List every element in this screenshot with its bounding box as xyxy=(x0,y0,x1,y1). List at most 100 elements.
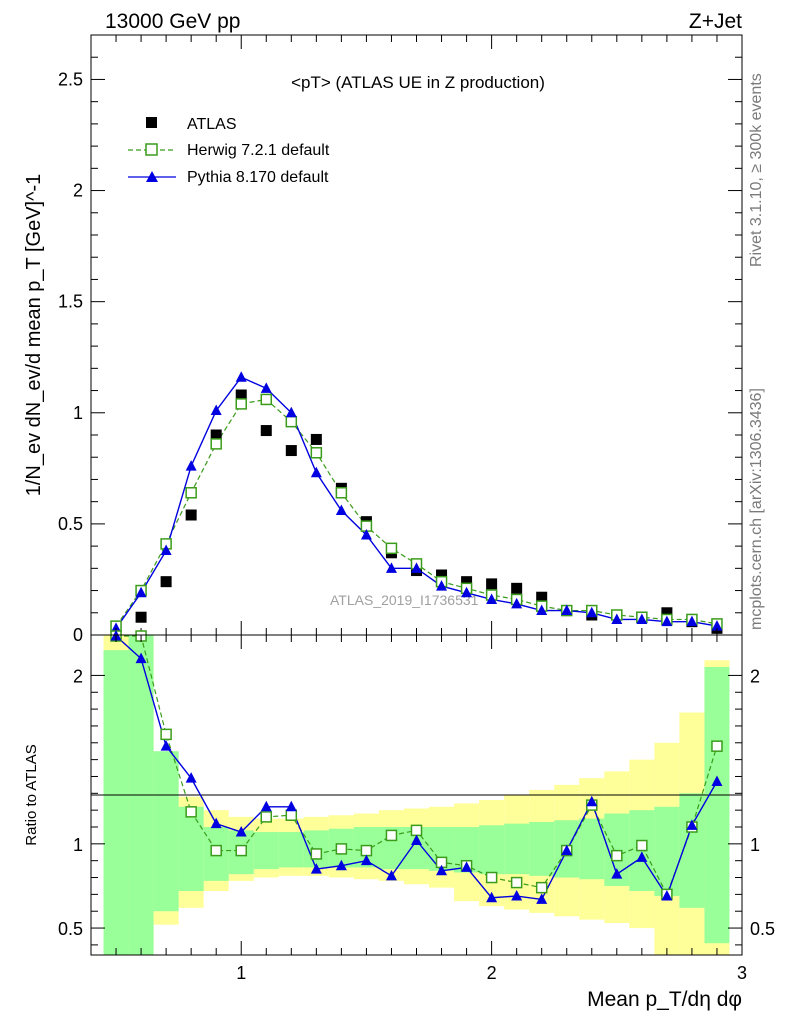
pythia-point xyxy=(185,460,197,471)
ratio-pythia-point xyxy=(586,795,598,807)
ratio-band-green xyxy=(529,821,555,876)
main-ylabel: 1/N_ev dN_ev/d mean p_T [GeV]^-1 xyxy=(23,174,45,497)
ratio-pythia-point xyxy=(235,826,247,837)
ratio-xtick-label: 3 xyxy=(737,963,747,983)
ratio-band-green xyxy=(704,667,730,944)
process-label: Z+Jet xyxy=(689,10,742,33)
ratio-herwig-point xyxy=(260,811,273,823)
pythia-point xyxy=(636,613,648,624)
ratio-band-green xyxy=(178,806,204,891)
ratio-herwig-point xyxy=(235,844,247,857)
ratio-herwig-point xyxy=(360,844,373,857)
ratio-herwig-point xyxy=(410,824,423,837)
pythia-point xyxy=(486,593,498,604)
main-ytick-label: 0.5 xyxy=(58,514,83,534)
ratio-ytick-label: 1 xyxy=(73,835,83,855)
ratio-ytick-label-right: 2 xyxy=(750,666,760,686)
pythia-point xyxy=(411,562,422,573)
pythia-point xyxy=(235,371,247,382)
herwig-point xyxy=(235,398,247,410)
pythia-point xyxy=(285,406,297,418)
main-ytick-label: 0 xyxy=(73,625,83,645)
ratio-herwig-point xyxy=(510,876,523,889)
ratio-panel: 0.5 0.5 1 1 2 2 1 2 3 Ratio to ATLAS Mean p_T/dη… xyxy=(23,630,775,1011)
main-panel: ATLAS_2019_I1736531 <pT> (ATLAS UE in Z … xyxy=(23,34,743,645)
ratio-ytick-label: 2 xyxy=(73,666,83,686)
pythia-point xyxy=(160,544,172,556)
ratio-band-green xyxy=(153,751,179,912)
pythia-point xyxy=(461,586,473,598)
pythia-point xyxy=(210,404,222,416)
ratio-herwig-point xyxy=(185,806,197,818)
ratio-band-green xyxy=(504,823,530,875)
ratio-pythia-point xyxy=(561,844,573,856)
ratio-pythia-point xyxy=(260,800,272,812)
pythia-point xyxy=(586,606,598,618)
herwig-point xyxy=(185,487,197,499)
atlas-point xyxy=(461,576,473,588)
pythia-point xyxy=(110,622,122,633)
atlas-point xyxy=(310,433,322,445)
ratio-band-green xyxy=(479,825,505,875)
ratio-pythia-point xyxy=(160,740,172,751)
main-ytick-label: 2 xyxy=(73,181,83,201)
ratio-herwig-point xyxy=(711,740,723,752)
atlas-point xyxy=(210,429,222,441)
pythia-line xyxy=(115,376,718,629)
ratio-pythia-point xyxy=(310,863,322,874)
ratio-band-green xyxy=(253,832,279,870)
ratio-band-green xyxy=(103,650,129,955)
pythia-point xyxy=(436,580,448,591)
main-ytick-label: 2.5 xyxy=(58,69,83,89)
pythia-point xyxy=(310,466,322,478)
ratio-pythia-point xyxy=(385,869,397,881)
pythia-point xyxy=(360,529,372,540)
ratio-herwig-point xyxy=(535,881,548,894)
ratio-pythia-point xyxy=(636,851,648,862)
ratio-ytick-label-right: 1 xyxy=(750,835,760,855)
ratio-herwig-point xyxy=(160,728,172,741)
ratio-band-green xyxy=(654,806,680,897)
atlas-point xyxy=(135,611,147,623)
ratio-pythia-point xyxy=(411,834,422,845)
herwig-point xyxy=(335,487,348,499)
ratio-pythia-point xyxy=(210,817,222,829)
herwig-point xyxy=(210,438,222,450)
ratio-herwig-point xyxy=(485,871,498,884)
atlas-point xyxy=(661,607,673,619)
ratio-xtick-label: 2 xyxy=(487,963,497,983)
ratio-pythia-point xyxy=(686,819,698,830)
legend-pythia-marker xyxy=(146,171,158,182)
ratio-pythia-point xyxy=(536,893,548,904)
ratio-pythia-point xyxy=(611,868,623,879)
pythia-point xyxy=(335,504,347,516)
atlas-point xyxy=(160,576,172,588)
legend-herwig-marker xyxy=(145,143,158,156)
atlas-point xyxy=(185,509,197,521)
ratio-ylabel: Ratio to ATLAS xyxy=(23,744,40,845)
ratio-pythia-point xyxy=(511,890,523,901)
herwig-point xyxy=(310,447,323,459)
pythia-point xyxy=(611,613,623,624)
ratio-ytick-label: 0.5 xyxy=(58,919,83,939)
atlas-point xyxy=(235,389,247,401)
main-ytick-label: 1.5 xyxy=(58,292,83,312)
main-ytick-label: 1 xyxy=(73,403,83,423)
pythia-point xyxy=(661,615,673,627)
ratio-pythia-point xyxy=(135,652,147,664)
ratio-herwig-point xyxy=(210,844,222,857)
atlas-point xyxy=(436,569,448,581)
atlas-point xyxy=(486,578,498,590)
ratio-herwig-point xyxy=(611,849,623,862)
legend-atlas-label: ATLAS xyxy=(187,116,237,133)
pythia-point xyxy=(536,604,548,616)
herwig-point xyxy=(260,393,273,406)
ratio-ytick-label-right: 0.5 xyxy=(750,919,775,939)
ratio-pythia-point xyxy=(661,890,673,901)
ratio-xlabel: Mean p_T/dη dφ xyxy=(587,988,742,1011)
ratio-pythia-point xyxy=(185,772,197,783)
main-marks xyxy=(110,371,723,637)
mcplots-label: mcplots.cern.ch [arXiv:1306.3436] xyxy=(748,388,765,630)
atlas-point xyxy=(536,591,548,603)
pythia-point xyxy=(686,615,698,627)
